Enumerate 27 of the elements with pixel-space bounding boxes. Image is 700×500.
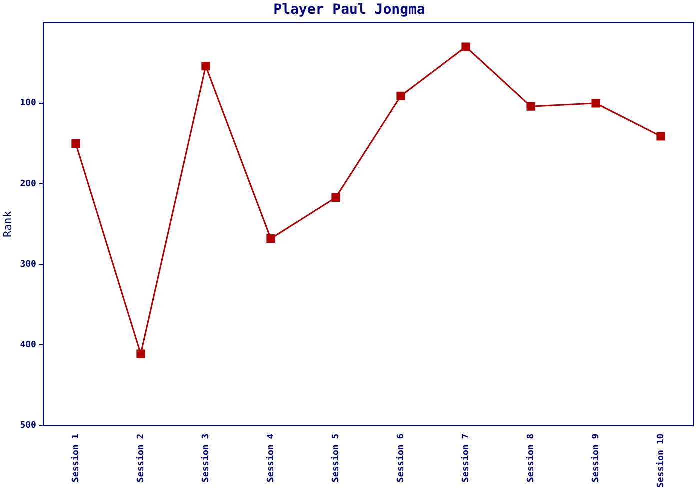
point (396, 92, 406, 100)
point (72, 139, 80, 148)
y-axis-title: Rank (1, 210, 14, 238)
point (332, 193, 340, 202)
x-tick-label: Session 2 (135, 434, 146, 483)
y-tick-label: 200 (20, 179, 36, 190)
point (462, 42, 470, 52)
x-tick-label: Session 6 (395, 434, 406, 483)
x-tick-label: Session 3 (200, 434, 212, 483)
point (592, 99, 600, 108)
x-tick-label: Session 10 (655, 434, 666, 488)
y-tick-label: 400 (20, 340, 36, 351)
x-tick-label: Session 8 (525, 434, 536, 483)
x-tick-label: Session 9 (590, 434, 602, 483)
y-tick-label: 300 (20, 260, 36, 270)
x-tick-label: Session 7 (460, 434, 472, 483)
x-tick-label: Session 4 (265, 433, 276, 483)
x-tick-label: Session 1 (70, 434, 82, 483)
y-tick-label: 500 (20, 421, 36, 432)
point (266, 234, 276, 244)
point (136, 350, 146, 358)
y-tick-label: 100 (20, 98, 36, 109)
x-tick-label: Session 5 (330, 434, 342, 483)
point (656, 132, 666, 141)
point (202, 62, 210, 71)
chart-title: Player Paul Jongma (274, 2, 426, 18)
point (526, 102, 536, 111)
